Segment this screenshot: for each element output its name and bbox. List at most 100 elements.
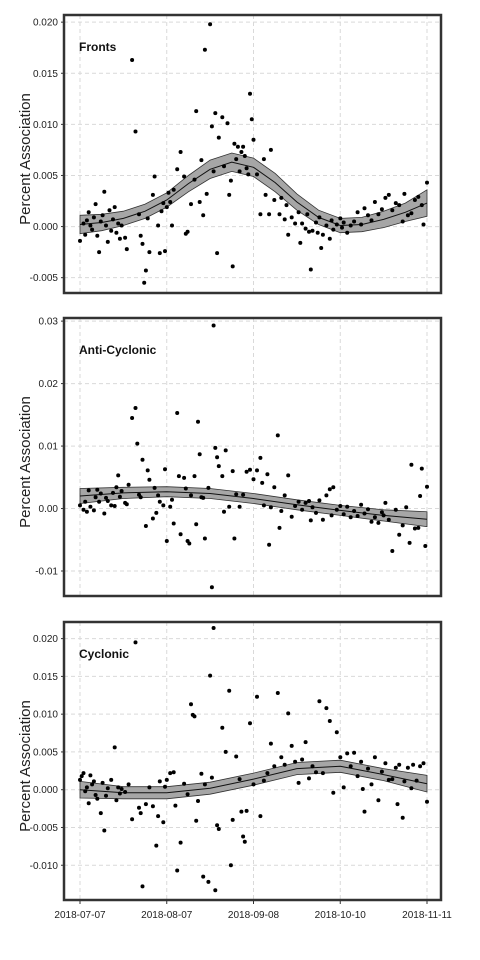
data-point xyxy=(157,251,162,256)
data-point xyxy=(88,773,93,778)
data-point xyxy=(305,212,310,217)
data-point xyxy=(366,213,370,218)
data-point xyxy=(145,216,150,221)
data-point xyxy=(163,249,167,254)
data-point xyxy=(414,778,419,783)
data-point xyxy=(341,220,346,225)
data-point xyxy=(119,223,124,228)
data-point xyxy=(154,843,159,848)
data-point xyxy=(117,236,122,241)
data-point xyxy=(340,225,344,230)
data-point xyxy=(327,719,332,723)
data-point xyxy=(425,799,429,804)
data-point xyxy=(319,246,324,250)
data-point xyxy=(267,212,272,217)
data-point xyxy=(237,169,242,174)
data-point xyxy=(407,540,412,545)
data-point xyxy=(275,691,280,695)
data-point xyxy=(208,22,213,27)
data-point xyxy=(88,504,93,509)
data-point xyxy=(341,512,346,517)
data-point xyxy=(324,223,329,228)
data-point xyxy=(282,762,287,767)
data-point xyxy=(185,229,190,234)
data-point xyxy=(140,241,145,246)
data-point xyxy=(201,874,206,879)
data-point xyxy=(178,532,183,537)
data-point xyxy=(362,809,367,814)
panel-border xyxy=(62,316,443,598)
data-point xyxy=(421,222,426,227)
data-point xyxy=(100,780,105,785)
data-point xyxy=(152,174,157,179)
data-point xyxy=(251,782,256,787)
data-point xyxy=(105,499,110,503)
data-point xyxy=(86,488,91,493)
data-point xyxy=(258,814,263,819)
data-point xyxy=(111,490,115,495)
data-point xyxy=(81,221,86,226)
data-point xyxy=(308,518,313,523)
data-point xyxy=(143,802,148,807)
data-point xyxy=(211,626,216,630)
data-point xyxy=(78,777,82,782)
data-point xyxy=(324,706,329,711)
data-point xyxy=(376,212,381,217)
data-point xyxy=(272,198,277,202)
data-point xyxy=(241,492,246,497)
data-point xyxy=(265,771,270,776)
data-point xyxy=(124,247,129,252)
data-point xyxy=(123,790,128,794)
data-point xyxy=(310,505,315,510)
data-point xyxy=(163,784,167,789)
data-point xyxy=(348,764,353,769)
data-point xyxy=(258,455,263,460)
data-point xyxy=(228,178,233,183)
y-tick-label: -0.010 xyxy=(30,861,59,872)
data-point xyxy=(239,150,244,154)
data-point xyxy=(402,191,407,196)
data-point xyxy=(277,525,282,530)
data-point xyxy=(133,406,138,410)
data-point xyxy=(405,213,410,218)
data-point xyxy=(202,47,207,52)
data-point xyxy=(189,702,193,707)
data-point xyxy=(109,228,114,233)
data-point xyxy=(289,743,294,748)
data-point xyxy=(209,124,214,129)
x-tick-label: 2018-07-07 xyxy=(54,910,106,921)
data-point xyxy=(208,673,213,678)
data-point xyxy=(341,785,346,790)
data-point xyxy=(159,209,164,214)
data-point xyxy=(261,778,266,783)
data-point xyxy=(138,495,143,500)
data-point xyxy=(222,509,226,514)
data-point xyxy=(117,494,122,499)
data-point xyxy=(161,503,166,508)
data-point xyxy=(109,777,114,782)
data-point xyxy=(383,500,388,505)
data-point xyxy=(119,787,124,791)
data-point xyxy=(372,755,377,760)
data-point xyxy=(235,144,240,149)
data-point xyxy=(400,219,405,224)
data-point xyxy=(168,504,173,509)
data-point xyxy=(187,541,192,546)
data-point xyxy=(114,230,119,235)
data-point xyxy=(140,884,145,889)
data-point xyxy=(355,210,360,215)
x-tick-label: 2018-10-10 xyxy=(315,910,367,921)
data-point xyxy=(279,195,284,200)
data-point xyxy=(124,502,129,507)
data-point xyxy=(138,233,143,238)
data-point xyxy=(251,477,256,482)
y-tick-label: 0.00 xyxy=(39,504,59,515)
data-point xyxy=(189,202,193,207)
data-point xyxy=(272,764,277,769)
data-point xyxy=(268,505,273,510)
y-tick-label: 0.03 xyxy=(39,317,59,328)
data-point xyxy=(152,485,157,490)
data-point xyxy=(303,740,308,745)
data-point xyxy=(161,820,166,825)
data-point xyxy=(145,468,150,473)
